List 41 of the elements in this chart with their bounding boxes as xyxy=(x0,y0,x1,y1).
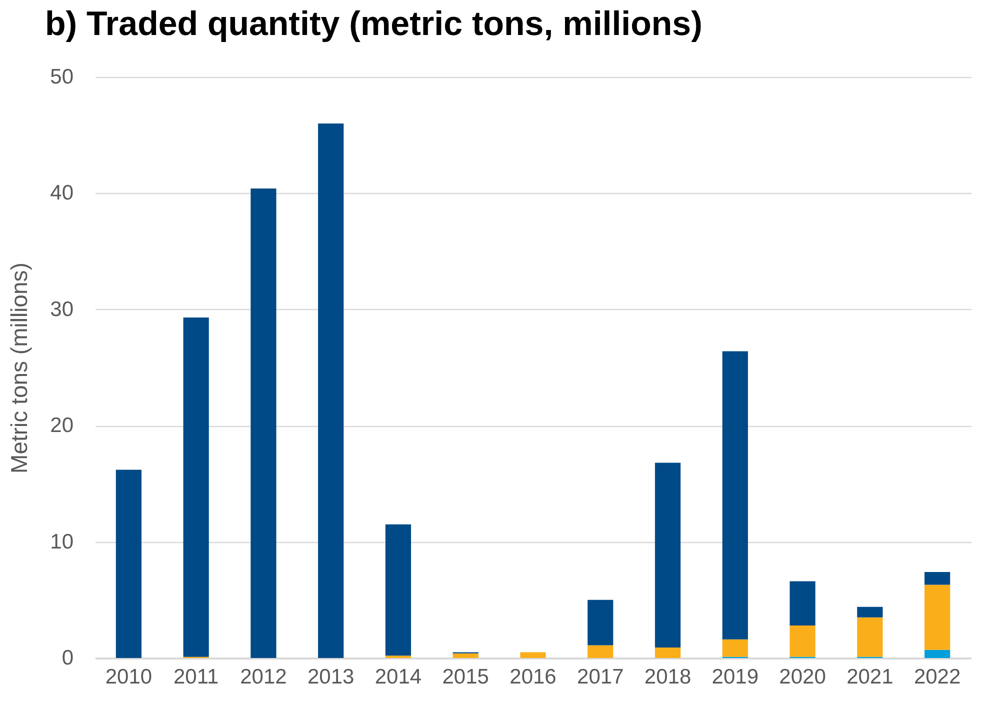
bar xyxy=(385,524,412,656)
bar xyxy=(318,123,344,658)
bar xyxy=(183,318,209,657)
bar xyxy=(924,584,950,650)
bar xyxy=(654,462,681,648)
x-tick-label: 2014 xyxy=(374,666,422,688)
x-tick-label: 2021 xyxy=(846,666,894,688)
bar xyxy=(857,606,883,618)
bar xyxy=(924,572,950,585)
bar xyxy=(452,653,478,658)
y-tick-label: 20 xyxy=(50,414,74,438)
y-tick-label: 40 xyxy=(50,182,74,205)
bar xyxy=(520,652,546,658)
y-axis-title: Metric tons (millions) xyxy=(6,262,32,474)
y-tick-label: 10 xyxy=(50,530,74,554)
bar xyxy=(857,617,883,657)
x-tick-label: 2011 xyxy=(173,666,219,688)
x-tick-label: 2018 xyxy=(644,666,692,688)
x-tick-label: 2013 xyxy=(307,666,354,688)
bar xyxy=(250,188,276,658)
bar xyxy=(116,470,142,658)
x-tick-label: 2019 xyxy=(712,666,759,688)
y-tick-label: 50 xyxy=(50,66,74,88)
x-tick-label: 2010 xyxy=(105,666,152,688)
x-tick-label: 2015 xyxy=(442,666,489,688)
bar xyxy=(924,650,950,658)
chart-title: b) Traded quantity (metric tons, millions) xyxy=(45,5,702,43)
x-tick-label: 2020 xyxy=(779,666,826,688)
x-tick-label: 2022 xyxy=(914,666,961,688)
x-tick-label: 2012 xyxy=(240,666,287,688)
bar xyxy=(722,351,748,640)
x-tick-label: 2017 xyxy=(577,666,624,688)
x-tick-label: 2016 xyxy=(510,666,556,688)
bar xyxy=(790,581,816,626)
y-tick-label: 30 xyxy=(50,298,74,321)
bar xyxy=(588,645,614,658)
bar xyxy=(654,648,681,658)
bar xyxy=(588,600,614,646)
bar xyxy=(722,639,748,657)
bar xyxy=(790,625,816,657)
y-tick-label: 0 xyxy=(62,646,74,670)
